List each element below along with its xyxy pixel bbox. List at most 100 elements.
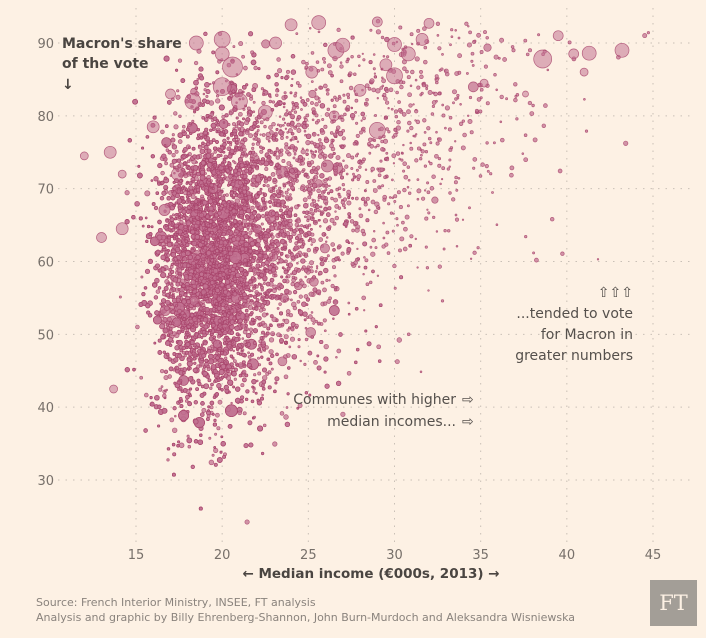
data-point xyxy=(199,433,203,437)
data-point xyxy=(173,357,179,363)
data-point xyxy=(118,295,122,299)
data-point xyxy=(249,312,253,317)
data-point xyxy=(176,158,182,163)
data-point xyxy=(175,94,181,100)
data-point xyxy=(190,464,195,470)
data-point xyxy=(144,190,151,197)
data-point xyxy=(213,447,219,453)
data-point xyxy=(245,389,250,394)
data-point xyxy=(171,158,177,164)
data-point xyxy=(260,396,264,401)
data-point xyxy=(168,329,173,335)
data-point xyxy=(192,356,197,361)
data-point xyxy=(139,375,144,380)
data-point xyxy=(208,459,215,466)
data-point xyxy=(233,367,238,372)
data-point xyxy=(188,316,193,321)
data-point xyxy=(244,519,250,525)
data-point xyxy=(137,164,141,168)
data-point xyxy=(144,216,148,220)
data-point xyxy=(226,136,230,140)
data-point xyxy=(213,446,217,449)
data-point xyxy=(134,201,140,207)
data-point xyxy=(155,289,161,294)
data-point xyxy=(145,135,150,139)
data-point xyxy=(169,162,175,168)
data-point xyxy=(157,219,162,225)
data-points xyxy=(79,15,650,525)
data-point xyxy=(226,140,230,144)
data-point xyxy=(238,373,243,378)
data-point xyxy=(261,386,266,391)
data-point xyxy=(163,369,169,374)
data-point xyxy=(275,127,279,131)
data-point xyxy=(265,294,270,299)
data-point xyxy=(231,340,234,344)
data-point xyxy=(153,176,159,182)
data-point xyxy=(200,401,205,406)
data-point xyxy=(177,353,182,359)
data-point xyxy=(213,369,218,374)
data-point xyxy=(186,437,193,444)
data-point xyxy=(138,302,144,307)
data-point xyxy=(131,215,136,220)
data-point xyxy=(182,388,188,393)
data-point xyxy=(187,401,192,407)
data-point xyxy=(206,167,211,172)
data-point xyxy=(146,224,151,229)
data-point xyxy=(180,78,186,83)
data-point xyxy=(207,409,210,412)
data-point xyxy=(194,86,199,90)
data-point xyxy=(153,205,159,211)
data-point xyxy=(183,161,187,165)
data-point xyxy=(257,425,264,432)
data-point xyxy=(185,134,190,139)
data-point xyxy=(203,383,210,390)
data-point xyxy=(168,366,174,372)
data-point xyxy=(172,352,177,356)
data-point xyxy=(266,326,271,331)
data-point xyxy=(124,219,130,225)
data-point xyxy=(172,427,178,433)
data-point xyxy=(197,439,204,445)
data-point xyxy=(219,154,223,157)
data-point xyxy=(140,275,144,279)
data-point xyxy=(218,387,221,391)
data-point xyxy=(255,263,261,269)
data-point xyxy=(204,82,210,88)
data-point xyxy=(224,361,228,365)
data-point xyxy=(166,333,170,337)
data-point xyxy=(166,196,171,201)
data-point xyxy=(260,355,264,359)
data-point xyxy=(173,381,177,385)
data-point xyxy=(215,281,219,285)
data-point xyxy=(250,59,257,66)
data-point xyxy=(216,383,222,389)
data-point xyxy=(162,350,166,354)
data-point xyxy=(196,378,201,383)
data-point xyxy=(227,183,230,187)
data-point xyxy=(157,404,162,409)
data-point xyxy=(232,385,235,389)
data-point xyxy=(247,420,253,426)
data-point xyxy=(177,132,184,138)
data-point xyxy=(178,410,190,421)
data-point xyxy=(213,418,217,422)
data-point xyxy=(260,222,264,226)
data-point xyxy=(212,237,216,241)
data-point xyxy=(208,353,214,360)
data-point xyxy=(172,180,176,184)
data-point xyxy=(141,292,146,297)
data-point xyxy=(183,335,188,340)
data-point xyxy=(161,407,168,414)
data-point xyxy=(172,452,177,457)
data-point xyxy=(208,336,214,341)
data-point xyxy=(176,444,180,448)
data-point xyxy=(215,70,220,75)
data-point xyxy=(143,428,148,433)
data-point xyxy=(199,306,204,311)
data-point xyxy=(154,395,160,401)
data-point xyxy=(172,277,179,283)
data-point xyxy=(162,327,169,334)
data-point xyxy=(170,137,176,143)
